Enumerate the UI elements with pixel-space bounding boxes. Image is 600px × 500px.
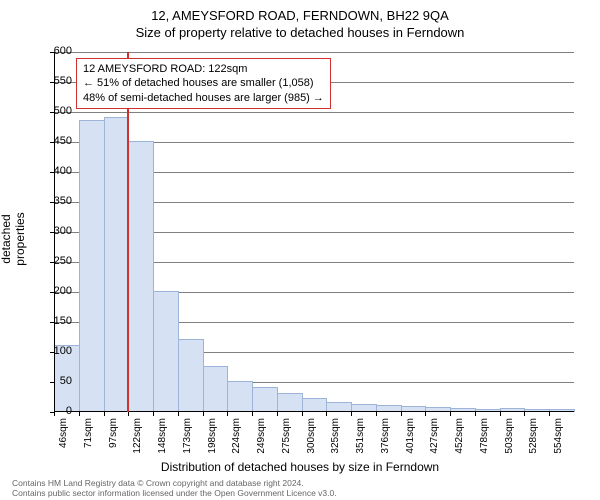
xtick-label: 46sqm [58, 418, 69, 463]
xtick-mark [153, 412, 154, 416]
annotation-line: ← 51% of detached houses are smaller (1,… [83, 76, 324, 90]
annotation-line: 12 AMEYSFORD ROAD: 122sqm [83, 62, 324, 76]
xtick-label: 452sqm [454, 418, 465, 463]
xtick-label: 376sqm [380, 418, 391, 463]
xtick-label: 275sqm [281, 418, 292, 463]
chart-container: 12, AMEYSFORD ROAD, FERNDOWN, BH22 9QA S… [0, 0, 600, 500]
ytick-label: 300 [32, 225, 72, 237]
xtick-label: 122sqm [132, 418, 143, 463]
xtick-label: 173sqm [182, 418, 193, 463]
plot-area: 46sqm71sqm97sqm122sqm148sqm173sqm198sqm2… [54, 52, 574, 412]
ytick-label: 400 [32, 165, 72, 177]
xtick-label: 528sqm [528, 418, 539, 463]
ytick-label: 350 [32, 195, 72, 207]
xtick-mark [549, 412, 550, 416]
ytick-label: 450 [32, 135, 72, 147]
xtick-mark [500, 412, 501, 416]
footer-line1: Contains HM Land Registry data © Crown c… [12, 478, 337, 488]
ytick-label: 0 [32, 405, 72, 417]
histogram-bar [178, 339, 204, 412]
gridline [54, 112, 574, 113]
xtick-mark [178, 412, 179, 416]
xtick-mark [252, 412, 253, 416]
ytick-label: 600 [32, 45, 72, 57]
annotation-line: 48% of semi-detached houses are larger (… [83, 91, 324, 105]
y-axis-label: Number of detached properties [0, 209, 27, 269]
histogram-bar [79, 120, 105, 412]
footer-line2: Contains public sector information licen… [12, 488, 337, 498]
xtick-mark [128, 412, 129, 416]
xtick-label: 401sqm [405, 418, 416, 463]
xtick-label: 478sqm [479, 418, 490, 463]
xtick-label: 325sqm [330, 418, 341, 463]
xtick-mark [203, 412, 204, 416]
ytick-label: 150 [32, 315, 72, 327]
x-axis-line [54, 411, 574, 412]
ytick-label: 500 [32, 105, 72, 117]
xtick-label: 198sqm [207, 418, 218, 463]
xtick-mark [277, 412, 278, 416]
xtick-mark [524, 412, 525, 416]
xtick-label: 148sqm [157, 418, 168, 463]
ytick-label: 50 [32, 375, 72, 387]
ytick-label: 550 [32, 75, 72, 87]
x-axis-label: Distribution of detached houses by size … [0, 460, 600, 474]
ytick-label: 200 [32, 285, 72, 297]
histogram-bar [203, 366, 229, 412]
xtick-label: 249sqm [256, 418, 267, 463]
xtick-label: 554sqm [553, 418, 564, 463]
xtick-label: 427sqm [429, 418, 440, 463]
histogram-bar [128, 141, 154, 412]
xtick-mark [227, 412, 228, 416]
title-sub: Size of property relative to detached ho… [0, 23, 600, 40]
xtick-mark [425, 412, 426, 416]
histogram-bar [104, 117, 130, 412]
title-main: 12, AMEYSFORD ROAD, FERNDOWN, BH22 9QA [0, 0, 600, 23]
annotation-box: 12 AMEYSFORD ROAD: 122sqm← 51% of detach… [76, 58, 331, 109]
xtick-mark [79, 412, 80, 416]
xtick-mark [401, 412, 402, 416]
xtick-label: 300sqm [306, 418, 317, 463]
footer-text: Contains HM Land Registry data © Crown c… [12, 478, 337, 498]
xtick-mark [475, 412, 476, 416]
histogram-bar [227, 381, 253, 412]
xtick-mark [302, 412, 303, 416]
xtick-label: 71sqm [83, 418, 94, 463]
ytick-label: 250 [32, 255, 72, 267]
xtick-mark [326, 412, 327, 416]
xtick-label: 224sqm [231, 418, 242, 463]
xtick-mark [376, 412, 377, 416]
histogram-bar [252, 387, 278, 412]
xtick-label: 503sqm [504, 418, 515, 463]
ytick-label: 100 [32, 345, 72, 357]
gridline [54, 52, 574, 53]
histogram-bar [302, 398, 328, 412]
histogram-bar [153, 291, 179, 412]
histogram-bar [277, 393, 303, 412]
xtick-label: 97sqm [108, 418, 119, 463]
xtick-mark [351, 412, 352, 416]
xtick-mark [104, 412, 105, 416]
xtick-label: 351sqm [355, 418, 366, 463]
xtick-mark [450, 412, 451, 416]
